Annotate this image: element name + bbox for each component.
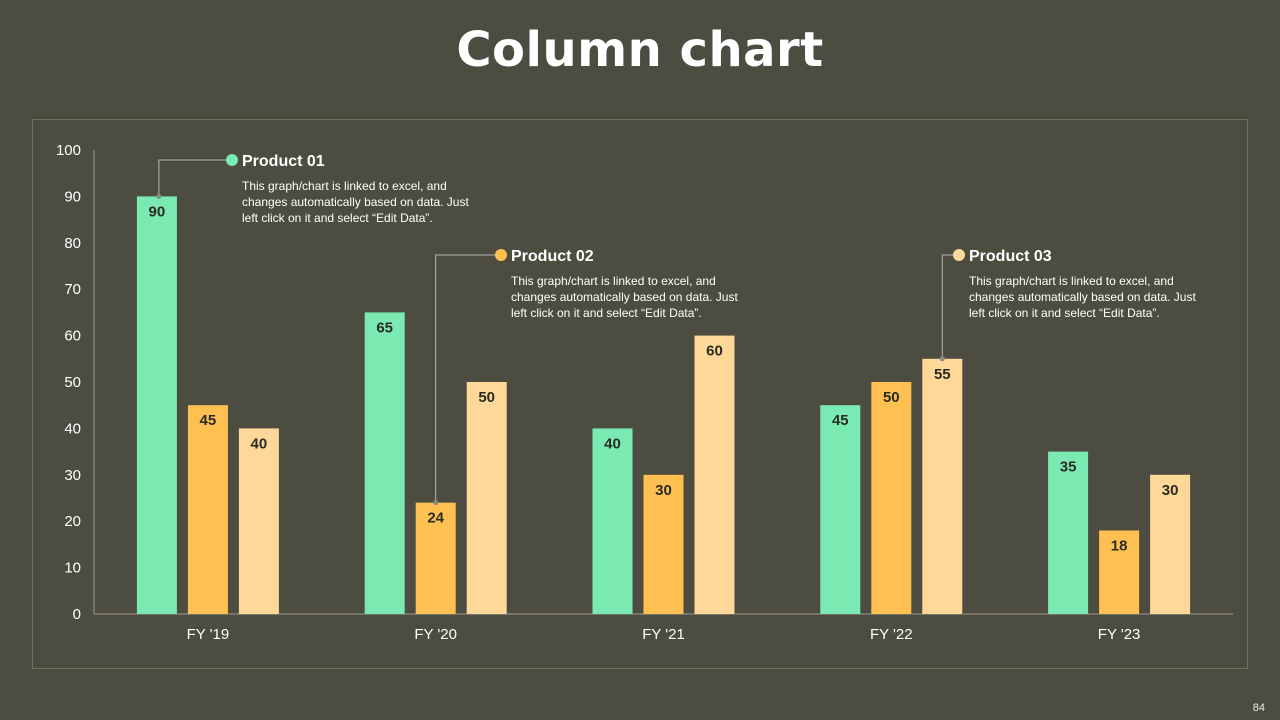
callout-description: This graph/chart is linked to excel, and (511, 274, 716, 288)
data-label: 55 (934, 366, 951, 383)
bar-series-1 (820, 405, 861, 614)
bar-series-2 (187, 405, 228, 614)
callout-description: left click on it and select “Edit Data”. (969, 306, 1160, 320)
bar-series-2 (871, 382, 912, 614)
bar-series-3 (238, 428, 279, 614)
callout-title: Product 02 (511, 248, 594, 265)
data-label: 45 (832, 412, 849, 429)
bar-series-2 (415, 502, 456, 614)
data-label: 24 (427, 510, 444, 527)
data-label: 50 (883, 389, 900, 406)
data-label: 35 (1060, 459, 1077, 476)
data-label: 45 (200, 412, 217, 429)
x-tick-label: FY '23 (1098, 626, 1141, 643)
callout-title: Product 01 (242, 153, 325, 170)
y-tick-label: 60 (64, 328, 81, 345)
callout-anchor-dot (433, 500, 439, 506)
callout-description: left click on it and select “Edit Data”. (511, 306, 702, 320)
x-tick-label: FY '20 (414, 626, 457, 643)
x-tick-label: FY '21 (642, 626, 685, 643)
callout-description: This graph/chart is linked to excel, and (969, 274, 1174, 288)
bar-series-3 (1150, 474, 1191, 614)
data-label: 40 (604, 435, 621, 452)
callout-anchor-dot (156, 193, 162, 199)
x-tick-label: FY '22 (870, 626, 913, 643)
callout-anchor-dot (939, 356, 945, 362)
callout-marker-dot (953, 249, 965, 261)
data-label: 18 (1111, 537, 1128, 554)
y-tick-label: 20 (64, 513, 81, 530)
y-tick-label: 50 (64, 374, 81, 391)
data-label: 90 (149, 203, 166, 220)
callout-marker-dot (495, 249, 507, 261)
callout-description: changes automatically based on data. Jus… (969, 290, 1196, 304)
bar-series-1 (364, 312, 405, 614)
callout-title: Product 03 (969, 248, 1052, 265)
y-tick-label: 30 (64, 467, 81, 484)
data-label: 50 (478, 389, 495, 406)
callout-description: changes automatically based on data. Jus… (242, 195, 469, 209)
callout-description: left click on it and select “Edit Data”. (242, 211, 433, 225)
callout-marker-dot (226, 154, 238, 166)
y-tick-label: 70 (64, 281, 81, 298)
data-label: 30 (1162, 482, 1179, 499)
y-tick-label: 80 (64, 235, 81, 252)
bar-series-2 (1099, 530, 1140, 614)
bar-series-2 (643, 474, 684, 614)
data-label: 40 (251, 435, 268, 452)
page-number: 84 (1252, 702, 1265, 714)
y-tick-label: 90 (64, 188, 81, 205)
data-label: 60 (706, 343, 723, 360)
bar-series-3 (922, 358, 963, 614)
callout-connector (941, 254, 959, 359)
callout-description: This graph/chart is linked to excel, and (242, 179, 447, 193)
bar-series-1 (592, 428, 633, 614)
y-tick-label: 10 (64, 560, 81, 577)
callout-connector (435, 254, 501, 503)
y-tick-label: 100 (56, 142, 81, 159)
callout-connector (158, 159, 232, 197)
bar-series-3 (694, 335, 735, 614)
bar-series-1 (136, 196, 177, 614)
data-label: 65 (376, 319, 393, 336)
bar-series-1 (1048, 451, 1089, 614)
y-tick-label: 0 (73, 606, 81, 623)
y-tick-label: 40 (64, 420, 81, 437)
x-tick-label: FY '19 (187, 626, 230, 643)
slide-title: Column chart (456, 22, 824, 78)
chart-frame (32, 119, 1248, 669)
bar-series-3 (466, 382, 507, 614)
callout-description: changes automatically based on data. Jus… (511, 290, 738, 304)
data-label: 30 (655, 482, 672, 499)
